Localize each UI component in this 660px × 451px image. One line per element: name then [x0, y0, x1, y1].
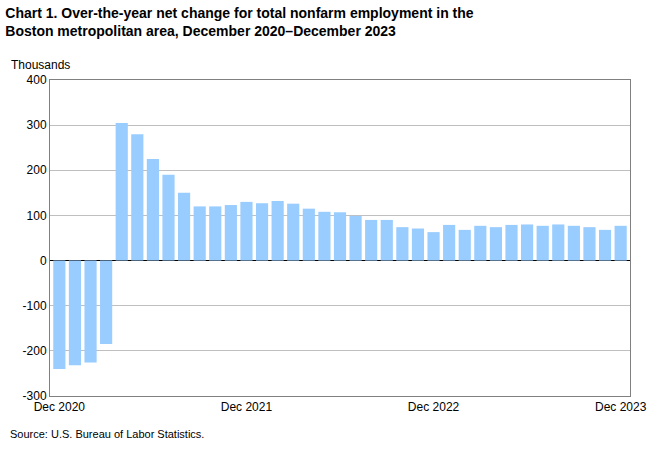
svg-text:Dec 2022: Dec 2022 [408, 400, 460, 414]
svg-text:Thousands: Thousands [11, 58, 70, 72]
svg-text:400: 400 [27, 73, 47, 87]
svg-text:Source: U.S. Bureau of Labor S: Source: U.S. Bureau of Labor Statistics. [10, 428, 204, 440]
svg-text:Dec 2020: Dec 2020 [34, 400, 86, 414]
svg-text:Dec 2021: Dec 2021 [221, 400, 273, 414]
svg-text:Chart 1. Over-the-year net cha: Chart 1. Over-the-year net change for to… [5, 5, 474, 39]
svg-text:100: 100 [27, 209, 47, 223]
svg-text:Dec 2023: Dec 2023 [595, 400, 647, 414]
svg-text:200: 200 [27, 163, 47, 177]
svg-text:300: 300 [27, 118, 47, 132]
svg-text:-100: -100 [23, 299, 47, 313]
svg-text:-300: -300 [23, 389, 47, 403]
svg-text:-200: -200 [23, 344, 47, 358]
svg-text:0: 0 [40, 254, 47, 268]
